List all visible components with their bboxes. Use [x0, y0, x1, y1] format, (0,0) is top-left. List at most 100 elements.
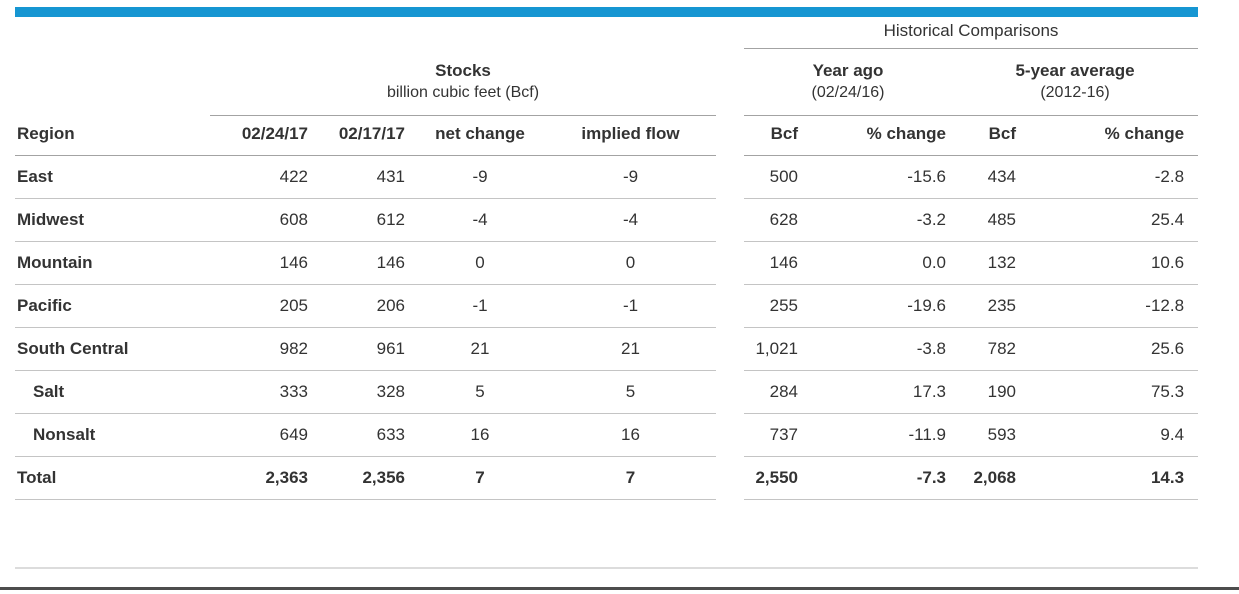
table-row-south-central: South Central 982 961 21 21 1,021 -3.8 7…	[15, 327, 1199, 371]
year-ago-group-subtitle: (02/24/16)	[811, 84, 885, 101]
value-cell: -2.8	[1024, 155, 1199, 199]
value-cell: 255	[744, 284, 804, 328]
value-cell: -3.2	[804, 198, 952, 242]
column-header-year-ago-pct-change: % change	[804, 115, 952, 156]
five-year-group-title: 5-year average	[1015, 61, 1135, 80]
table-row-mountain: Mountain 146 146 0 0 146 0.0 132 10.6	[15, 241, 1199, 285]
region-cell: Salt	[15, 370, 210, 414]
value-cell: 2,550	[744, 456, 804, 500]
region-cell: Midwest	[15, 198, 210, 242]
footer-divider	[15, 567, 1198, 569]
column-header-year-ago-bcf: Bcf	[744, 115, 804, 156]
region-cell: Mountain	[15, 241, 210, 285]
region-cell: Nonsalt	[15, 413, 210, 457]
value-cell: 961	[312, 327, 415, 371]
value-cell: 422	[210, 155, 312, 199]
value-cell: 333	[210, 370, 312, 414]
value-cell: 982	[210, 327, 312, 371]
gutter-cell	[716, 284, 744, 327]
value-cell: 14.3	[1024, 456, 1199, 500]
gutter-cell	[716, 18, 744, 48]
table-row-nonsalt: Nonsalt 649 633 16 16 737 -11.9 593 9.4	[15, 413, 1199, 457]
spacer-cell	[15, 48, 210, 115]
gutter-cell	[716, 413, 744, 456]
region-cell: East	[15, 155, 210, 199]
value-cell: 737	[744, 413, 804, 457]
value-cell: -7.3	[804, 456, 952, 500]
value-cell: 10.6	[1024, 241, 1199, 285]
value-cell: 593	[952, 413, 1024, 457]
value-cell: 7	[415, 456, 545, 500]
column-header-current-week: 02/24/17	[210, 115, 312, 156]
gutter-cell	[716, 155, 744, 198]
value-cell: 328	[312, 370, 415, 414]
value-cell: 2,068	[952, 456, 1024, 500]
gutter-cell	[716, 370, 744, 413]
year-ago-group-title: Year ago	[812, 61, 884, 80]
value-cell: 2,356	[312, 456, 415, 500]
value-cell: 146	[744, 241, 804, 285]
value-cell: 146	[312, 241, 415, 285]
column-header-row: Region 02/24/17 02/17/17 net change impl…	[15, 115, 1199, 156]
region-cell: South Central	[15, 327, 210, 371]
value-cell: -3.8	[804, 327, 952, 371]
value-cell: 485	[952, 198, 1024, 242]
value-cell: 17.3	[804, 370, 952, 414]
value-cell: 7	[545, 456, 716, 500]
value-cell: 608	[210, 198, 312, 242]
value-cell: 205	[210, 284, 312, 328]
value-cell: 5	[415, 370, 545, 414]
value-cell: 2,363	[210, 456, 312, 500]
value-cell: -1	[545, 284, 716, 328]
spacer-cell	[15, 18, 716, 48]
value-cell: 25.6	[1024, 327, 1199, 371]
value-cell: 633	[312, 413, 415, 457]
value-cell: -11.9	[804, 413, 952, 457]
value-cell: 75.3	[1024, 370, 1199, 414]
stocks-group-subtitle: billion cubic feet (Bcf)	[386, 83, 540, 101]
value-cell: 434	[952, 155, 1024, 199]
column-group-row: Stocks billion cubic feet (Bcf) Year ago…	[15, 48, 1199, 116]
value-cell: -9	[545, 155, 716, 199]
historical-comparisons-header: Historical Comparisons	[744, 18, 1199, 49]
value-cell: 431	[312, 155, 415, 199]
gutter-cell	[716, 198, 744, 241]
table-row-pacific: Pacific 205 206 -1 -1 255 -19.6 235 -12.…	[15, 284, 1199, 328]
value-cell: 628	[744, 198, 804, 242]
column-header-five-year-pct-change: % change	[1024, 115, 1199, 156]
column-header-five-year-bcf: Bcf	[952, 115, 1024, 156]
stocks-group-header: Stocks billion cubic feet (Bcf)	[210, 48, 716, 116]
five-year-group-subtitle: (2012-16)	[1040, 84, 1110, 101]
gutter-cell	[716, 115, 744, 155]
table-row-total: Total 2,363 2,356 7 7 2,550 -7.3 2,068 1…	[15, 456, 1199, 500]
gutter-cell	[716, 327, 744, 370]
bottom-border	[0, 587, 1239, 590]
value-cell: 500	[744, 155, 804, 199]
value-cell: 21	[415, 327, 545, 371]
gutter-cell	[716, 48, 744, 115]
region-cell: Total	[15, 456, 210, 500]
column-header-prior-week: 02/17/17	[312, 115, 415, 156]
value-cell: 5	[545, 370, 716, 414]
table-row-midwest: Midwest 608 612 -4 -4 628 -3.2 485 25.4	[15, 198, 1199, 242]
value-cell: -4	[545, 198, 716, 242]
stocks-group-title: Stocks	[435, 60, 491, 80]
value-cell: 1,021	[744, 327, 804, 371]
value-cell: 612	[312, 198, 415, 242]
value-cell: 0	[545, 241, 716, 285]
column-header-net-change: net change	[415, 115, 545, 156]
historical-comparisons-row: Historical Comparisons	[15, 18, 1199, 49]
value-cell: -19.6	[804, 284, 952, 328]
value-cell: 132	[952, 241, 1024, 285]
year-ago-group-header: Year ago (02/24/16)	[744, 48, 952, 116]
column-header-implied-flow: implied flow	[545, 115, 716, 156]
region-cell: Pacific	[15, 284, 210, 328]
value-cell: 21	[545, 327, 716, 371]
value-cell: 284	[744, 370, 804, 414]
value-cell: 16	[545, 413, 716, 457]
value-cell: 235	[952, 284, 1024, 328]
table-row-salt: Salt 333 328 5 5 284 17.3 190 75.3	[15, 370, 1199, 414]
value-cell: 782	[952, 327, 1024, 371]
value-cell: -12.8	[1024, 284, 1199, 328]
